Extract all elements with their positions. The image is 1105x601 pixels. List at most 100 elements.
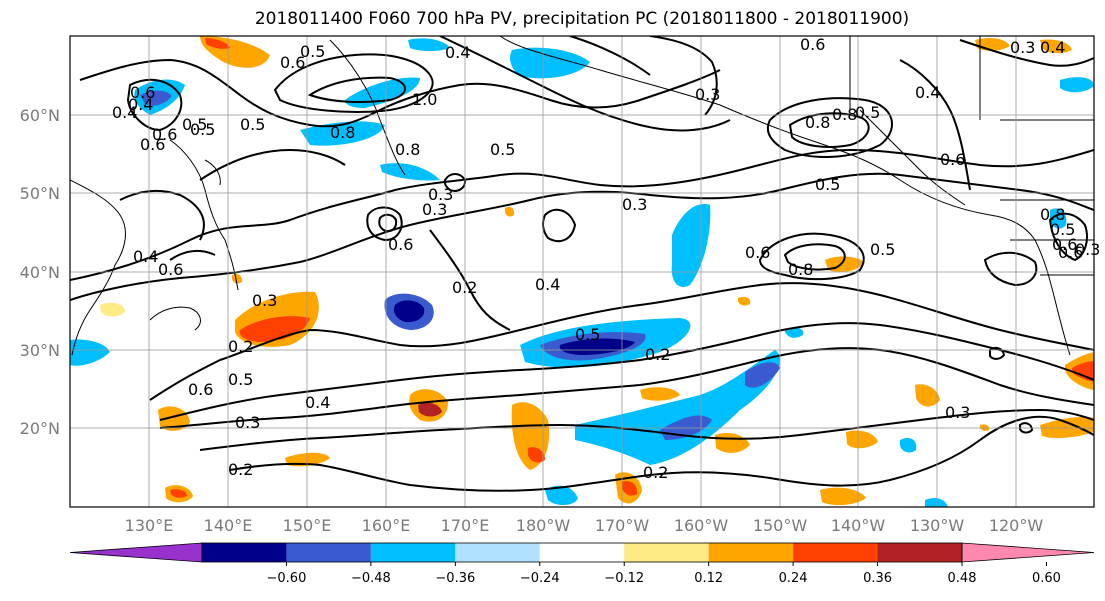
map-content (70, 36, 1094, 507)
colorbar-segment (202, 543, 287, 562)
colorbar-tick-label: 0.12 (694, 571, 723, 586)
lat-axis: 60°N 50°N 40°N 30°N 20°N (20, 106, 60, 438)
contour-label: 0.4 (535, 275, 560, 294)
colorbar (69, 542, 1095, 563)
contour-label: 0.6 (140, 135, 165, 154)
colorbar-tick-label: −0.60 (267, 571, 307, 586)
contour-label: 0.4 (133, 247, 158, 266)
lon-tick-label: 150°E (283, 516, 332, 535)
contour-label: 0.6 (1052, 235, 1077, 254)
contour-label: 0.6 (130, 83, 155, 102)
contour-label: 0.5 (870, 240, 895, 259)
contour-label: 0.3 (422, 200, 447, 219)
colorbar-extension-high (961, 542, 1095, 563)
map-title: 2018011400 F060 700 hPa PV, precipitatio… (254, 9, 910, 29)
lat-tick-label: 50°N (20, 184, 60, 203)
lat-tick-label: 60°N (20, 106, 60, 125)
contour-labels: 0.5 0.6 0.4 0.3 0.4 0.6 0.5 0.6 0.8 1.0 … (112, 35, 1100, 482)
contour-label: 0.3 (622, 195, 647, 214)
contour-label: 0.2 (645, 345, 670, 364)
colorbar-tick-label: 0.60 (1032, 571, 1061, 586)
contour-label: 1.0 (412, 90, 437, 109)
colorbar-segment (793, 543, 878, 562)
contour-label: 0.8 (788, 260, 813, 279)
contour-label: 0.5 (1050, 220, 1075, 239)
lat-tick-label: 40°N (20, 263, 60, 282)
colorbar-segment (708, 543, 794, 562)
contour-label: 0.3 (252, 291, 277, 310)
colorbar-tick-label: 0.36 (863, 571, 892, 586)
contour-label: 0.8 (1040, 205, 1065, 224)
lon-tick-label: 180°W (516, 516, 571, 535)
map-frame (69, 35, 1095, 508)
contour-label: 0.6 (280, 53, 305, 72)
contour-label: 0.6 (940, 150, 965, 169)
contour-label: 0.4 (915, 83, 940, 102)
contour-label: 0.2 (643, 463, 668, 482)
contour-label: 0.6 (188, 380, 213, 399)
contour-label: 0.8 (330, 123, 355, 142)
lon-tick-label: 130°W (910, 516, 965, 535)
contour-label: 0.5 (240, 115, 265, 134)
contour-label: 0.8 (805, 113, 830, 132)
contour-label: 0.5 (815, 175, 840, 194)
contour-label: 0.5 (300, 42, 325, 61)
contour-label: 0.4 (112, 103, 137, 122)
colorbar-segment (370, 543, 456, 562)
colorbar-extension-low (69, 542, 203, 563)
lon-tick-label: 170°E (441, 516, 490, 535)
contour-label: 0.4 (128, 95, 153, 114)
contour-label: 0.5 (855, 103, 880, 122)
lon-axis: 130°E 140°E 150°E 160°E 170°E 180°W 170°… (125, 516, 1044, 535)
colorbar-tick-label: 0.24 (779, 571, 808, 586)
colorbar-segment (539, 543, 625, 562)
contour-label: 0.5 (228, 370, 253, 389)
contour-label: 0.4 (305, 393, 330, 412)
colorbar-segment (877, 543, 962, 562)
lon-tick-label: 170°W (595, 516, 650, 535)
precip-shading (70, 36, 1094, 507)
gridlines (70, 36, 1094, 507)
contour-label: 0.8 (395, 140, 420, 159)
colorbar-tick-label: −0.48 (351, 571, 391, 586)
contour-label: 0.3 (695, 85, 720, 104)
lon-tick-label: 160°E (362, 516, 411, 535)
lon-tick-label: 140°W (831, 516, 886, 535)
contour-label: 0.8 (832, 105, 857, 124)
colorbar-segment (455, 543, 540, 562)
contour-label: 0.3 (1010, 38, 1035, 57)
contour-label: 0.2 (228, 460, 253, 479)
lon-tick-label: 150°W (753, 516, 808, 535)
contour-label: 0.6 (1058, 243, 1083, 262)
colorbar-tick-label: −0.36 (435, 571, 475, 586)
lon-tick-label: 140°E (204, 516, 253, 535)
contour-label: 0.2 (228, 337, 253, 356)
contour-label: 0.5 (190, 120, 215, 139)
coastlines (70, 36, 1094, 356)
contour-label: 0.6 (152, 125, 177, 144)
contour-label: 0.3 (945, 403, 970, 422)
colorbar-outline (201, 542, 963, 563)
contour-label: 0.5 (575, 325, 600, 344)
colorbar-tick-label: 0.48 (948, 571, 977, 586)
lat-tick-label: 30°N (20, 341, 60, 360)
contour-label: 0.4 (1040, 38, 1065, 57)
contour-label: 0.4 (445, 43, 470, 62)
colorbar-tick-label: −0.12 (604, 571, 644, 586)
contour-label: 0.6 (388, 235, 413, 254)
lon-tick-label: 160°W (674, 516, 729, 535)
contour-label: 0.5 (490, 140, 515, 159)
contour-label: 0.5 (182, 115, 207, 134)
contour-label: 0.6 (158, 260, 183, 279)
contour-label: 0.3 (235, 413, 260, 432)
contour-label: 0.6 (745, 243, 770, 262)
contour-label: 0.6 (800, 35, 825, 54)
colorbar-segment (286, 543, 371, 562)
contour-label: 0.3 (428, 185, 453, 204)
colorbar-segment (624, 543, 709, 562)
contour-label: 0.2 (452, 278, 477, 297)
colorbar-tick-label: −0.24 (520, 571, 560, 586)
lon-tick-label: 120°W (989, 516, 1044, 535)
colorbar-labels: −0.60 −0.48 −0.36 −0.24 −0.12 0.12 0.24 0.36 0.4… (267, 562, 1061, 586)
